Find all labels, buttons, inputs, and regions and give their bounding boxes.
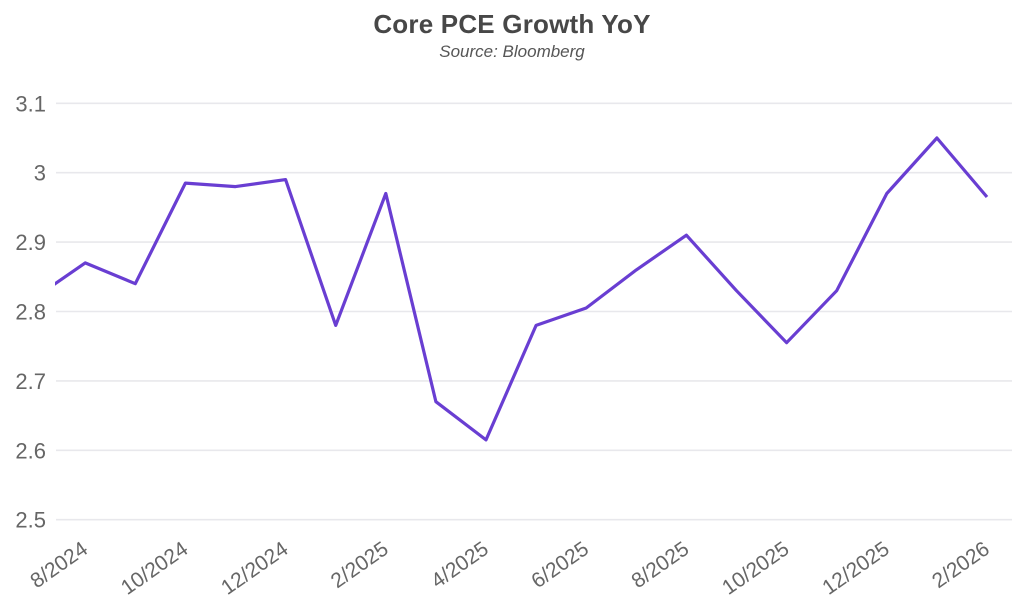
chart-subtitle: Source: Bloomberg	[439, 42, 585, 61]
x-axis-tick-label: 2/2026	[928, 537, 994, 593]
core-pce-line	[55, 136, 989, 442]
chart-title: Core PCE Growth YoY	[373, 9, 651, 39]
y-axis-tick-label: 2.7	[15, 369, 46, 394]
x-axis-tick-label: 12/2025	[818, 537, 893, 599]
y-axis-tick-label: 3	[34, 161, 46, 186]
y-axis-tick-label: 2.8	[15, 300, 46, 325]
y-axis-tick-label: 2.5	[15, 508, 46, 533]
x-axis-tick-label: 6/2025	[527, 537, 593, 593]
y-axis-tick-label: 2.6	[15, 438, 46, 463]
x-axis-tick-label: 10/2024	[117, 537, 193, 600]
y-axis-tick-label: 3.1	[15, 91, 46, 116]
x-axis-tick-label: 8/2024	[26, 537, 92, 593]
x-axis-tick-label: 10/2025	[718, 537, 793, 599]
x-axis-tick-label: 2/2025	[327, 537, 393, 593]
x-axis-tick-label: 8/2025	[627, 537, 693, 593]
x-axis-tick-label: 4/2025	[427, 537, 493, 593]
x-axis-tick-label: 12/2024	[217, 537, 293, 600]
y-axis-tick-label: 2.9	[15, 230, 46, 255]
